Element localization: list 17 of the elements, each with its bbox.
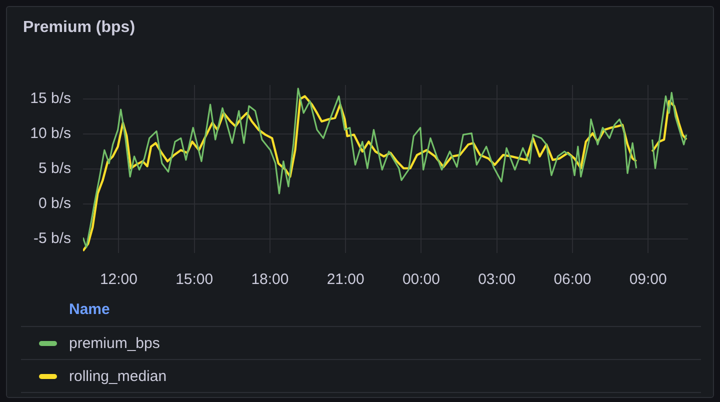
- x-tick-label: 06:00: [554, 271, 592, 288]
- x-tick-label: 21:00: [326, 271, 364, 288]
- y-tick-label: 5 b/s: [38, 160, 71, 178]
- y-tick-label: 15 b/s: [30, 90, 71, 108]
- x-tick-label: 12:00: [100, 271, 138, 288]
- chart-title: Premium (bps): [23, 19, 136, 37]
- legend-label: premium_bps: [69, 334, 160, 352]
- x-tick-label: 03:00: [478, 271, 516, 288]
- legend-title: Name: [21, 299, 701, 327]
- x-tick-label: 00:00: [402, 271, 440, 288]
- legend-label: rolling_median: [69, 368, 167, 384]
- y-tick-label: 0 b/s: [38, 195, 71, 212]
- x-tick-label: 09:00: [629, 271, 667, 288]
- y-tick-label: 10 b/s: [30, 125, 71, 142]
- y-tick-label: -5 b/s: [33, 230, 71, 248]
- x-tick-label: 15:00: [176, 271, 214, 288]
- x-tick-label: 18:00: [251, 271, 289, 288]
